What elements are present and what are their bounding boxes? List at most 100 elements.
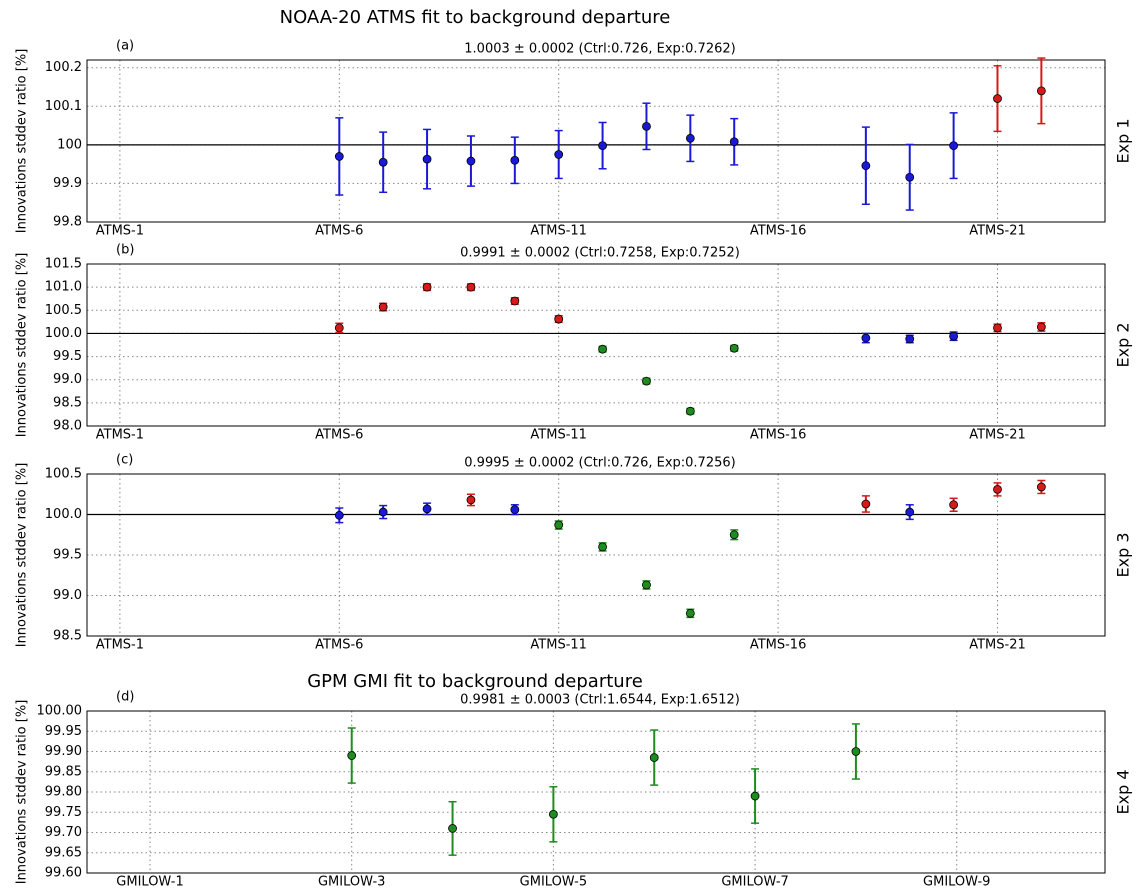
panel-label: (c) — [116, 453, 133, 468]
x-tick-label: ATMS-11 — [530, 428, 587, 443]
y-tick-label: 99.5 — [53, 548, 82, 563]
y-tick-label: 99.5 — [53, 349, 82, 364]
data-point — [861, 499, 871, 509]
data-point — [422, 504, 432, 514]
data-point — [750, 791, 760, 801]
plot-frame — [86, 710, 1106, 874]
data-point — [642, 376, 651, 386]
data-point — [685, 608, 695, 618]
data-point — [554, 520, 564, 530]
data-point — [949, 331, 959, 341]
x-tick-label: ATMS-21 — [969, 638, 1026, 653]
x-tick-label: ATMS-11 — [530, 638, 587, 653]
x-tick-label: ATMS-16 — [750, 638, 807, 653]
data-point — [729, 530, 739, 540]
x-tick-label: GMILOW-5 — [520, 875, 587, 890]
data-point — [851, 747, 861, 756]
data-point — [1036, 482, 1046, 492]
y-axis-label: Innovations stddev ratio [%] — [15, 253, 30, 438]
data-point — [422, 154, 432, 164]
data-point — [642, 121, 651, 131]
data-point — [993, 323, 1002, 333]
y-tick-label: 99.80 — [45, 785, 82, 800]
x-tick-label: GMILOW-1 — [116, 875, 183, 890]
data-point — [993, 94, 1002, 103]
y-tick-label: 100.5 — [45, 303, 82, 318]
y-tick-label: 100.0 — [45, 507, 82, 522]
data-point — [642, 580, 651, 590]
data-point — [949, 141, 959, 151]
data-point — [861, 333, 871, 343]
y-tick-label: 100.2 — [45, 60, 82, 75]
y-tick-label: 100 — [57, 137, 82, 152]
x-tick-label: ATMS-21 — [969, 428, 1026, 443]
panel-label: (d) — [116, 690, 134, 705]
y-axis-label: Innovations stddev ratio [%] — [15, 700, 30, 885]
data-point — [598, 344, 607, 354]
x-tick-label: GMILOW-9 — [923, 875, 990, 890]
y-tick-label: 99.90 — [45, 744, 82, 759]
data-point — [378, 157, 388, 167]
data-point — [448, 824, 457, 833]
data-point — [554, 150, 564, 159]
y-tick-label: 99.75 — [45, 805, 82, 820]
side-label: Exp 1 — [1114, 119, 1133, 164]
panel-subtitle: 0.9981 ± 0.0003 (Ctrl:1.6544, Exp:1.6512… — [460, 693, 740, 708]
panel-subtitle: 0.9995 ± 0.0002 (Ctrl:0.726, Exp:0.7256) — [464, 456, 735, 471]
y-tick-label: 101.5 — [45, 257, 82, 272]
x-tick-label: ATMS-1 — [96, 224, 144, 239]
y-tick-label: 99.85 — [45, 764, 82, 779]
data-point — [510, 505, 520, 515]
plot-frame — [86, 59, 1106, 223]
x-tick-label: ATMS-21 — [969, 224, 1026, 239]
side-label: Exp 4 — [1114, 770, 1133, 815]
data-point — [598, 141, 607, 151]
panel-subtitle: 1.0003 ± 0.0002 (Ctrl:0.726, Exp:0.7262) — [464, 42, 735, 57]
data-point — [685, 133, 695, 143]
y-tick-label: 100.1 — [45, 99, 82, 114]
x-tick-label: ATMS-1 — [96, 638, 144, 653]
data-point — [347, 751, 357, 760]
data-point — [422, 282, 432, 292]
data-point — [861, 161, 871, 171]
data-point — [554, 314, 564, 324]
data-point — [729, 343, 739, 353]
x-tick-label: ATMS-16 — [750, 224, 807, 239]
y-tick-label: 99.0 — [53, 372, 82, 387]
y-tick-label: 99.0 — [53, 588, 82, 603]
y-tick-label: 98.5 — [53, 395, 82, 410]
y-tick-label: 99.60 — [45, 866, 82, 881]
data-point — [905, 507, 915, 517]
x-tick-label: ATMS-16 — [750, 428, 807, 443]
plot-frame — [86, 473, 1106, 637]
side-label: Exp 2 — [1114, 323, 1133, 368]
x-tick-label: ATMS-1 — [96, 428, 144, 443]
x-tick-label: ATMS-11 — [530, 224, 587, 239]
y-tick-label: 99.95 — [45, 724, 82, 739]
y-tick-label: 99.65 — [45, 845, 82, 860]
x-tick-label: GMILOW-7 — [721, 875, 788, 890]
data-point — [949, 500, 959, 510]
y-tick-label: 99.8 — [53, 215, 82, 230]
y-tick-label: 100.00 — [37, 704, 83, 719]
data-point — [905, 172, 915, 182]
data-point — [993, 484, 1002, 494]
panel-title: NOAA-20 ATMS fit to background departure — [280, 7, 671, 28]
y-tick-label: 98.0 — [53, 419, 82, 434]
panel-title: GPM GMI fit to background departure — [307, 671, 643, 692]
x-tick-label: ATMS-6 — [315, 428, 363, 443]
panel-label: (a) — [116, 39, 134, 54]
y-tick-label: 98.5 — [53, 629, 82, 644]
data-point — [548, 809, 558, 819]
data-point — [1036, 322, 1046, 332]
data-point — [378, 507, 388, 517]
x-tick-label: ATMS-6 — [315, 224, 363, 239]
y-tick-label: 100.5 — [45, 467, 82, 482]
data-point — [334, 152, 344, 161]
data-point — [510, 155, 520, 165]
data-point — [1036, 86, 1046, 96]
panel-label: (b) — [116, 243, 134, 258]
x-tick-label: ATMS-6 — [315, 638, 363, 653]
data-point — [466, 282, 476, 292]
side-label: Exp 3 — [1114, 533, 1133, 578]
